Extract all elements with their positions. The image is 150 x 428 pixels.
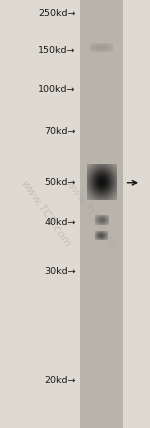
Text: 20kd→: 20kd→ xyxy=(44,376,76,386)
Text: 100kd→: 100kd→ xyxy=(38,85,76,95)
Bar xyxy=(80,0,123,428)
Text: 50kd→: 50kd→ xyxy=(44,178,76,187)
Text: 250kd→: 250kd→ xyxy=(38,9,76,18)
Text: www.TCB.com: www.TCB.com xyxy=(63,178,117,250)
Text: 30kd→: 30kd→ xyxy=(44,267,76,276)
Text: 70kd→: 70kd→ xyxy=(44,127,76,137)
Text: 150kd→: 150kd→ xyxy=(38,46,76,55)
Text: 40kd→: 40kd→ xyxy=(44,218,76,227)
Text: www.TCB.com: www.TCB.com xyxy=(18,178,72,250)
